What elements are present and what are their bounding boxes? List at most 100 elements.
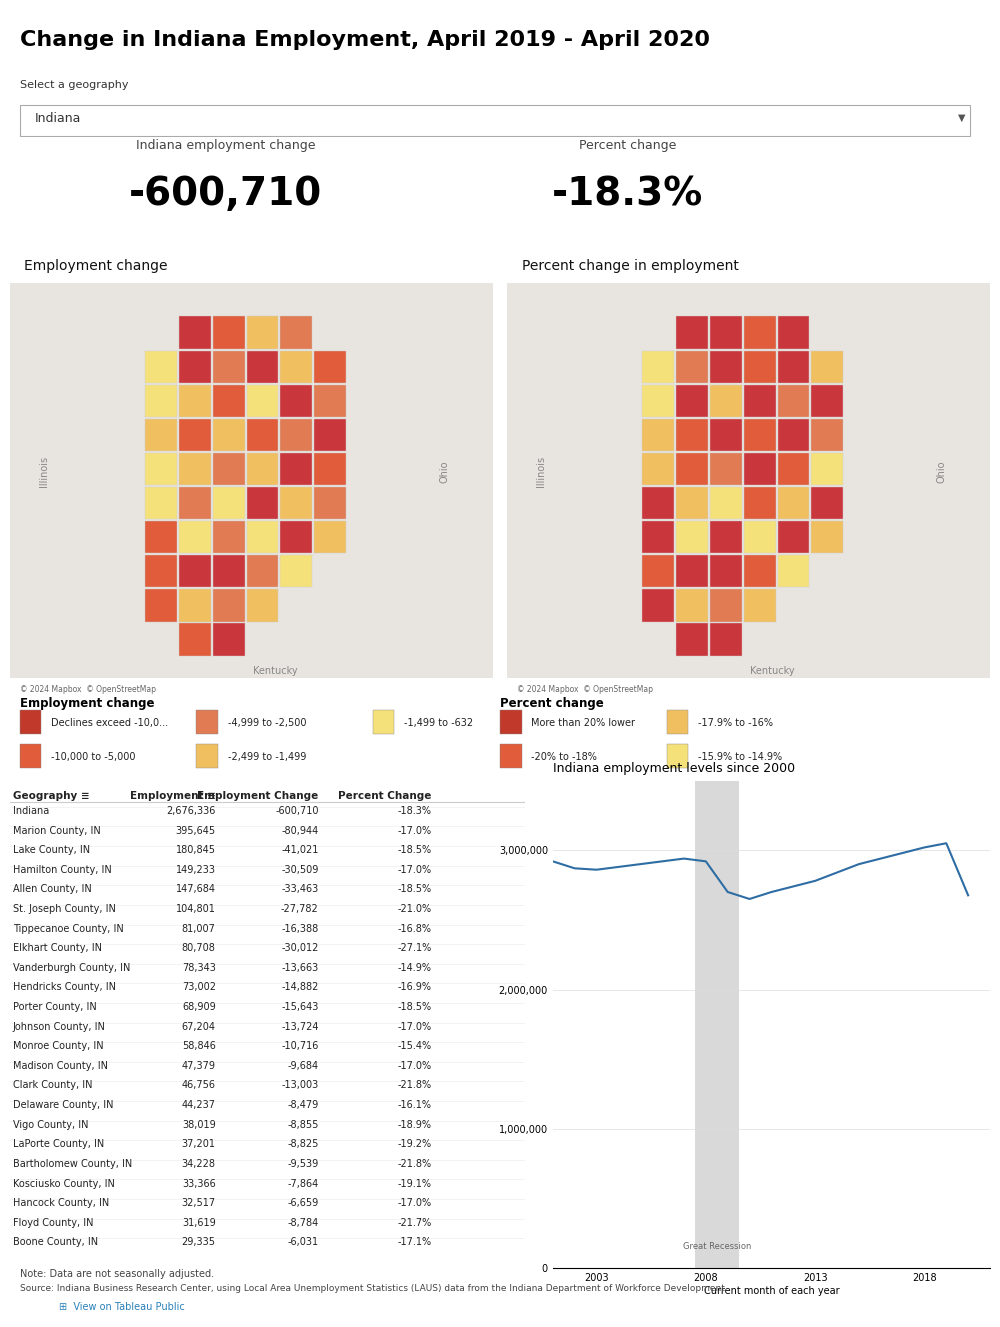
Bar bbox=[179, 316, 211, 349]
Text: Lake County, IN: Lake County, IN bbox=[13, 845, 90, 855]
Text: Kosciusko County, IN: Kosciusko County, IN bbox=[13, 1178, 114, 1189]
Bar bbox=[213, 453, 245, 486]
Bar bbox=[500, 744, 522, 768]
Bar bbox=[744, 419, 776, 451]
Bar bbox=[811, 419, 843, 451]
Text: Geography ≡: Geography ≡ bbox=[13, 791, 89, 802]
Bar bbox=[676, 487, 708, 519]
Bar bbox=[145, 589, 177, 621]
Bar bbox=[247, 487, 278, 519]
Text: Declines exceed -10,0...: Declines exceed -10,0... bbox=[51, 718, 168, 729]
Text: -17.0%: -17.0% bbox=[398, 825, 432, 836]
Text: -80,944: -80,944 bbox=[281, 825, 319, 836]
Text: -4,999 to -2,500: -4,999 to -2,500 bbox=[228, 718, 306, 729]
Bar bbox=[213, 522, 245, 553]
Bar bbox=[314, 419, 346, 451]
Text: Ohio: Ohio bbox=[439, 460, 449, 483]
Bar bbox=[247, 522, 278, 553]
Bar bbox=[145, 453, 177, 486]
Text: -27.1%: -27.1% bbox=[397, 943, 432, 953]
Bar bbox=[710, 555, 742, 588]
Bar bbox=[247, 316, 278, 349]
Text: -30,509: -30,509 bbox=[281, 865, 319, 874]
Bar bbox=[811, 487, 843, 519]
Text: -10,716: -10,716 bbox=[281, 1042, 319, 1051]
Text: ⊞  View on Tableau Public: ⊞ View on Tableau Public bbox=[59, 1302, 185, 1312]
Text: Illinois: Illinois bbox=[39, 456, 49, 487]
Bar bbox=[642, 555, 674, 588]
Bar bbox=[676, 316, 708, 349]
Text: Indiana: Indiana bbox=[13, 805, 49, 816]
Bar bbox=[710, 385, 742, 417]
Bar bbox=[811, 453, 843, 486]
Text: 34,228: 34,228 bbox=[182, 1158, 216, 1169]
Text: -16.9%: -16.9% bbox=[398, 982, 432, 993]
Text: -17.0%: -17.0% bbox=[398, 1060, 432, 1071]
Text: Percent change: Percent change bbox=[500, 697, 604, 710]
Text: 73,002: 73,002 bbox=[182, 982, 216, 993]
Text: Hendricks County, IN: Hendricks County, IN bbox=[13, 982, 116, 993]
Bar bbox=[778, 522, 809, 553]
Bar bbox=[179, 350, 211, 384]
Bar bbox=[811, 350, 843, 384]
FancyBboxPatch shape bbox=[20, 105, 970, 135]
Bar bbox=[280, 316, 312, 349]
Bar bbox=[145, 522, 177, 553]
Text: 46,756: 46,756 bbox=[182, 1080, 216, 1091]
Text: Tippecanoe County, IN: Tippecanoe County, IN bbox=[13, 924, 123, 934]
Text: -15.9% to -14.9%: -15.9% to -14.9% bbox=[698, 752, 782, 762]
Bar bbox=[145, 350, 177, 384]
Bar bbox=[744, 487, 776, 519]
Bar bbox=[314, 487, 346, 519]
Text: -18.5%: -18.5% bbox=[398, 884, 432, 894]
Bar bbox=[247, 385, 278, 417]
Text: Employment change: Employment change bbox=[20, 697, 154, 710]
Bar bbox=[778, 419, 809, 451]
Text: Delaware County, IN: Delaware County, IN bbox=[13, 1100, 113, 1111]
Text: 44,237: 44,237 bbox=[182, 1100, 216, 1111]
Text: 58,846: 58,846 bbox=[182, 1042, 216, 1051]
Text: Note: Data are not seasonally adjusted.: Note: Data are not seasonally adjusted. bbox=[20, 1269, 214, 1279]
Text: -30,012: -30,012 bbox=[281, 943, 319, 953]
Bar bbox=[710, 350, 742, 384]
Bar bbox=[280, 419, 312, 451]
Bar bbox=[145, 555, 177, 588]
Bar bbox=[744, 522, 776, 553]
Text: -17.0%: -17.0% bbox=[398, 1198, 432, 1208]
Bar bbox=[744, 350, 776, 384]
Text: Percent change in employment: Percent change in employment bbox=[522, 259, 739, 272]
Bar bbox=[196, 710, 218, 734]
Text: -2,499 to -1,499: -2,499 to -1,499 bbox=[228, 752, 306, 762]
Text: Employment change: Employment change bbox=[24, 259, 168, 272]
Text: -21.8%: -21.8% bbox=[398, 1080, 432, 1091]
Text: Vanderburgh County, IN: Vanderburgh County, IN bbox=[13, 963, 130, 973]
Bar bbox=[314, 350, 346, 384]
Text: Monroe County, IN: Monroe County, IN bbox=[13, 1042, 103, 1051]
Text: More than 20% lower: More than 20% lower bbox=[531, 718, 635, 729]
Text: -15.4%: -15.4% bbox=[398, 1042, 432, 1051]
Text: -8,479: -8,479 bbox=[287, 1100, 319, 1111]
Text: -19.2%: -19.2% bbox=[398, 1140, 432, 1149]
Bar bbox=[507, 283, 990, 678]
Text: -41,021: -41,021 bbox=[281, 845, 319, 855]
Text: -13,663: -13,663 bbox=[281, 963, 319, 973]
Text: -16,388: -16,388 bbox=[281, 924, 319, 934]
Bar bbox=[667, 710, 688, 734]
Bar bbox=[676, 419, 708, 451]
Bar bbox=[145, 385, 177, 417]
Text: -18.5%: -18.5% bbox=[398, 1002, 432, 1013]
Bar bbox=[20, 710, 41, 734]
Bar bbox=[179, 522, 211, 553]
Text: Hancock County, IN: Hancock County, IN bbox=[13, 1198, 109, 1208]
Text: ▼: ▼ bbox=[958, 113, 966, 123]
Text: -18.3%: -18.3% bbox=[552, 175, 703, 214]
Text: 37,201: 37,201 bbox=[182, 1140, 216, 1149]
Text: Hamilton County, IN: Hamilton County, IN bbox=[13, 865, 111, 874]
Text: Marion County, IN: Marion County, IN bbox=[13, 825, 100, 836]
Bar bbox=[213, 487, 245, 519]
Text: -17.9% to -16%: -17.9% to -16% bbox=[698, 718, 773, 729]
Text: Percent change: Percent change bbox=[579, 139, 676, 153]
Bar bbox=[213, 589, 245, 621]
Text: Vigo County, IN: Vigo County, IN bbox=[13, 1120, 88, 1129]
Bar bbox=[710, 522, 742, 553]
